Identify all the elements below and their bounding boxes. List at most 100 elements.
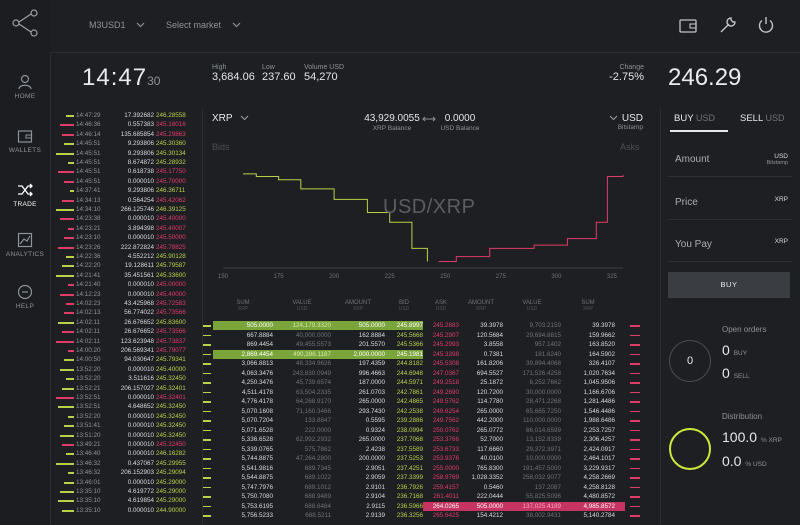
orderbook-header[interactable]: AMOUNT XRP: [459, 300, 503, 312]
ask-sum: 1,166.6706: [583, 388, 615, 396]
tab-buy[interactable]: BUY USD: [674, 113, 715, 124]
trade-row: 14:23:26 222.872824 245.78825: [50, 244, 202, 253]
base-currency-select[interactable]: XRP: [212, 113, 249, 124]
trade-volume-bar: [68, 415, 74, 418]
ask-depth-tick: [630, 372, 640, 374]
wallet-icon[interactable]: [679, 18, 697, 34]
distribution-ring: [669, 428, 711, 470]
orderbook-row[interactable]: 3,066.8813 48,334.9626 197.4359 244.8182 245…: [213, 359, 633, 368]
power-icon[interactable]: [757, 16, 775, 34]
nav-help[interactable]: HELP: [0, 284, 50, 310]
trade-amount: 0.000010: [127, 441, 154, 448]
trade-amount: 8.674872: [127, 159, 154, 166]
bid-value: 49,455.5573: [295, 341, 331, 348]
amount-field[interactable]: Amount USD Bitstamp: [668, 144, 792, 177]
trade-row: 14:00:50 94.030647 245.79341: [50, 356, 202, 365]
orderbook-row[interactable]: 5,750.7080 688.9489 2.9104 236.7168 261.4011…: [213, 492, 633, 501]
nav-trade[interactable]: TRADE: [0, 182, 50, 208]
market-select[interactable]: Select market: [166, 20, 241, 30]
orderbook-header-label: BID: [398, 300, 409, 306]
orderbook-row[interactable]: 5,747.7976 689.1012 2.9101 236.7926 259.4157…: [213, 483, 633, 492]
bid-amount: 996.4663: [358, 369, 385, 377]
ask-sum: 164.5902: [588, 350, 615, 358]
you-pay-field[interactable]: You Pay XRP: [668, 229, 792, 262]
trade-volume-bar: [58, 171, 74, 174]
bid-depth-tick: [203, 372, 211, 374]
account-select[interactable]: M3USD1: [89, 20, 145, 30]
trade-amount: 9.293806: [127, 140, 154, 148]
amount-exchange: Bitstamp: [766, 160, 788, 166]
price-field[interactable]: Price XRP: [668, 187, 792, 220]
wrench-icon[interactable]: [719, 16, 737, 34]
trade-amount: 56.774022: [124, 309, 154, 317]
nav-home[interactable]: HOME: [0, 74, 50, 100]
orderbook-row[interactable]: 5,744.8875 47,264.2800 200.0000 237.5253 253…: [213, 454, 633, 463]
active-tab-underline: [670, 130, 728, 132]
orderbook-row[interactable]: 4,776.4178 64,268.9170 265.0000 242.4865 249…: [213, 397, 633, 406]
orderbook-row[interactable]: 5,070.1608 71,160.3466 293.7430 242.2538 249…: [213, 407, 633, 416]
trade-row: 13:46:32 206.152903 245.29094: [50, 469, 202, 478]
orderbook-row[interactable]: 869.4454 49,455.5573 201.5570 245.5366 245.2…: [213, 340, 633, 349]
bid-depth-tick: [203, 477, 211, 479]
orderbook-row[interactable]: 5,336.6528 62,992.2932 265.0000 237.7068 253…: [213, 435, 633, 444]
depth-chart: 150 175 200 225 250 275 300 325: [218, 173, 624, 280]
bid-depth-tick: [203, 505, 211, 507]
trade-time: 14:02:11: [76, 318, 101, 326]
bid-amount: 2.9115: [366, 502, 385, 510]
orderbook-header[interactable]: ASK USD: [423, 300, 459, 312]
bid-sum: 4,063.3476: [241, 369, 273, 377]
tab-sell[interactable]: SELL USD: [740, 113, 785, 124]
orderbook-row[interactable]: 5,071.6528 222.0000 0.9324 238.0994 250.0762…: [213, 426, 633, 435]
orderbook-header[interactable]: VALUE USD: [273, 300, 331, 312]
ask-sum: 2,253.7257: [583, 426, 615, 434]
quote-currency-select[interactable]: USD Bitstamp: [596, 113, 643, 131]
orderbook-row[interactable]: 5,541.9816 689.7345 2.9051 237.4251 255.0000…: [213, 464, 633, 473]
trade-amount: 26.676652: [124, 318, 154, 326]
orderbook-row[interactable]: 5,753.6195 688.6484 2.9115 236.5966 264.0265…: [213, 502, 633, 511]
trade-time: 13:52:51: [76, 394, 101, 401]
orderbook-header[interactable]: SUM XRP: [213, 300, 273, 312]
buy-button[interactable]: BUY: [668, 272, 790, 298]
ask-value: 258,032.9077: [522, 474, 561, 481]
orderbook-row[interactable]: 5,544.8875 689.1022 2.9059 237.3399 258.9769…: [213, 473, 633, 482]
nav-wallets[interactable]: WALLETS: [0, 128, 50, 154]
orderbook-row[interactable]: 4,250.3476 45,739.6574 187.0000 244.5971 249…: [213, 378, 633, 387]
trade-price: 245.32450: [156, 403, 186, 411]
trade-price: 245.32450: [156, 375, 186, 383]
trade-volume-bar: [64, 143, 74, 146]
bid-amount: 2.4238: [365, 445, 385, 453]
trade-amount: 3.511616: [128, 375, 154, 383]
orderbook-row[interactable]: 5,070.7204 133.8847 0.5595 239.2886 249.7562…: [213, 416, 633, 425]
ask-sum: 1,988.6486: [583, 417, 615, 424]
bid-sum: 5,744.8875: [241, 455, 273, 462]
orderbook-row[interactable]: 667.8884 40,000.0000 162.8884 245.5668 245.2…: [213, 331, 633, 340]
open-orders-sell: 0 SELL: [722, 365, 750, 381]
swap-arrows-icon[interactable]: [422, 115, 436, 123]
nav-analytics[interactable]: ANALYTICS: [0, 232, 50, 258]
trade-amount: 206.152903: [120, 469, 154, 477]
trade-time: 14:37:41: [76, 187, 101, 195]
x-tick-label: 225: [385, 274, 396, 280]
orderbook-header-unit: XRP: [475, 306, 487, 312]
ask-value: 110,000.0000: [522, 417, 561, 424]
orderbook-header[interactable]: VALUE USD: [503, 300, 561, 312]
trade-time: 14:21:41: [76, 271, 101, 279]
ask-price: 259.4157: [432, 483, 459, 491]
trade-amount: 0.000010: [127, 506, 154, 514]
trade-price: 246.16282: [156, 450, 186, 458]
orderbook-row[interactable]: 5,339.0765 575.7862 2.4238 237.5589 253.6733…: [213, 445, 633, 454]
ask-amount: 154.4212: [476, 512, 503, 519]
orderbook-row[interactable]: 2,869.4454 490,396.1187 2,000.0000 245.1981…: [213, 350, 633, 359]
orderbook-header[interactable]: AMOUNT XRP: [331, 300, 385, 312]
quote-balance: 0.0000 USD Balance: [430, 113, 490, 132]
trade-amount: 94.030647: [124, 356, 154, 364]
bid-depth-tick: [203, 439, 211, 441]
orderbook-header[interactable]: SUM XRP: [561, 300, 615, 312]
orderbook-row[interactable]: 4,063.3476 243,830.0949 996.4663 244.6948 24…: [213, 369, 633, 378]
orderbook-header[interactable]: BID USD: [385, 300, 423, 312]
orderbook-row[interactable]: 5,756.5233 688.5211 2.9139 236.3256 265.6425…: [213, 511, 633, 520]
orderbook-row[interactable]: 505.0000 124,179.3320 505.0000 245.8997 245.…: [213, 321, 633, 330]
trade-price: 245.83600: [156, 318, 186, 326]
ask-depth-tick: [630, 505, 640, 507]
orderbook-row[interactable]: 4,511.4178 63,504.2335 261.0703 242.7861 249…: [213, 388, 633, 397]
